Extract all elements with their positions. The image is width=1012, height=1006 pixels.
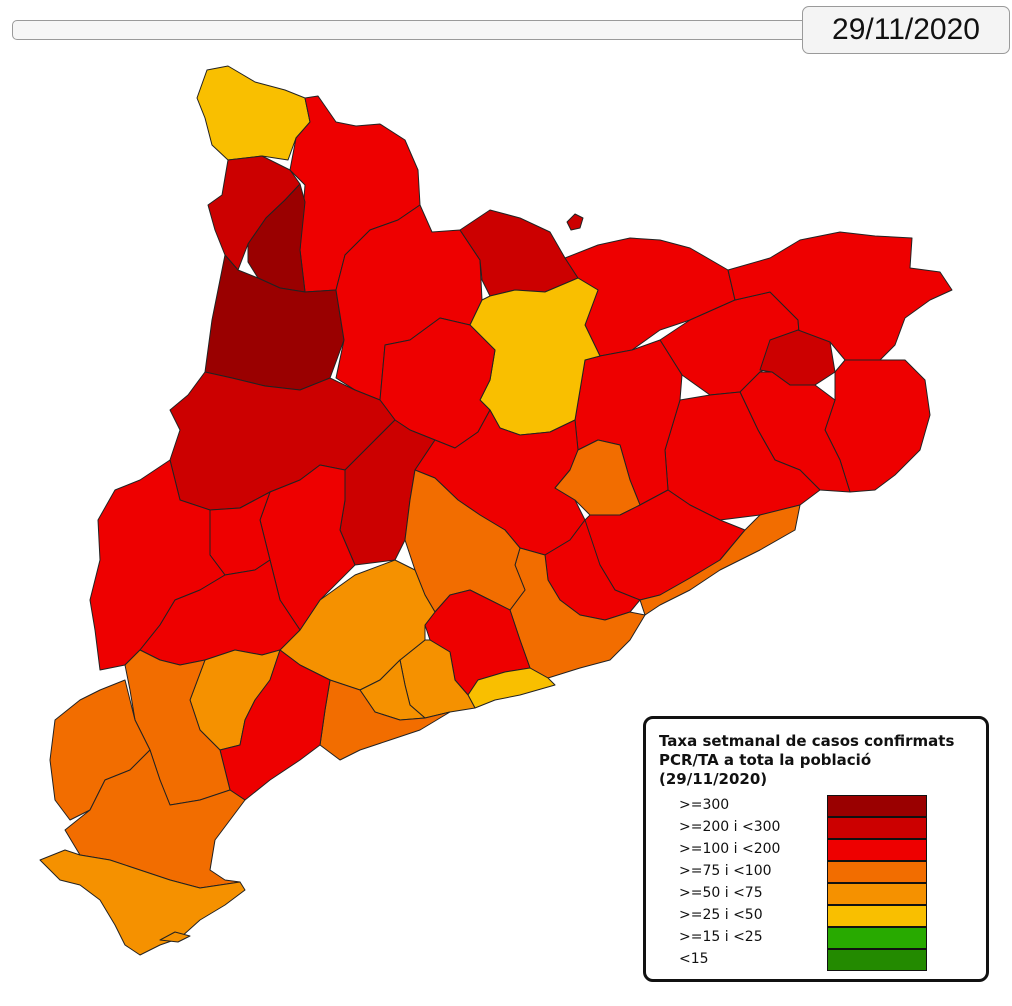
legend-item: >=100 i <200 xyxy=(646,839,986,861)
legend-item-label: >=300 xyxy=(679,797,730,813)
legend-swatch xyxy=(827,927,927,949)
legend-item-label: >=15 i <25 xyxy=(679,929,763,945)
legend-item: >=75 i <100 xyxy=(646,861,986,883)
region-creus-cape xyxy=(566,213,584,231)
legend-title-line: (29/11/2020) xyxy=(659,770,768,788)
region-aran[interactable] xyxy=(196,65,311,161)
legend-title: Taxa setmanal de casos confirmats PCR/TA… xyxy=(659,732,979,789)
legend-swatch xyxy=(827,861,927,883)
legend-swatch xyxy=(827,883,927,905)
legend-swatch xyxy=(827,905,927,927)
legend-title-line: Taxa setmanal de casos confirmats xyxy=(659,732,955,750)
region-montsia[interactable] xyxy=(39,849,246,956)
region-maresme[interactable] xyxy=(639,504,801,616)
legend-item: >=15 i <25 xyxy=(646,927,986,949)
legend-item: >=200 i <300 xyxy=(646,817,986,839)
legend-swatch xyxy=(827,839,927,861)
legend-item-label: >=200 i <300 xyxy=(679,819,781,835)
legend-swatch xyxy=(827,795,927,817)
legend-item: >=25 i <50 xyxy=(646,905,986,927)
region-garraf[interactable] xyxy=(467,667,556,709)
legend-item: >=300 xyxy=(646,795,986,817)
legend-item: >=50 i <75 xyxy=(646,883,986,905)
legend-swatch xyxy=(827,817,927,839)
legend-item-label: >=100 i <200 xyxy=(679,841,781,857)
region-baix-camp[interactable] xyxy=(219,649,331,801)
legend-item-label: >=50 i <75 xyxy=(679,885,763,901)
legend-item: <15 xyxy=(646,949,986,971)
region-delta-point xyxy=(159,931,191,943)
legend-swatch xyxy=(827,949,927,971)
map-legend: Taxa setmanal de casos confirmats PCR/TA… xyxy=(643,716,989,982)
region-alt-emporda[interactable] xyxy=(727,231,953,361)
legend-item-label: <15 xyxy=(679,951,709,967)
legend-item-label: >=25 i <50 xyxy=(679,907,763,923)
date-display[interactable]: 29/11/2020 xyxy=(802,6,1010,54)
legend-title-line: PCR/TA a tota la població xyxy=(659,751,872,769)
legend-item-label: >=75 i <100 xyxy=(679,863,772,879)
